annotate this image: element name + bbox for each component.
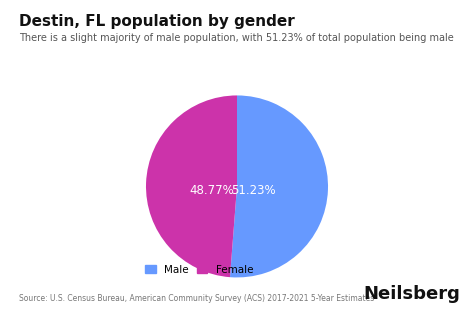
Text: Source: U.S. Census Bureau, American Community Survey (ACS) 2017-2021 5-Year Est: Source: U.S. Census Bureau, American Com… bbox=[19, 295, 374, 303]
Text: There is a slight majority of male population, with 51.23% of total population b: There is a slight majority of male popul… bbox=[19, 33, 454, 43]
Text: Destin, FL population by gender: Destin, FL population by gender bbox=[19, 14, 295, 29]
Text: Neilsberg: Neilsberg bbox=[363, 285, 460, 303]
Legend: Male, Female: Male, Female bbox=[141, 261, 257, 279]
Wedge shape bbox=[230, 95, 328, 277]
Wedge shape bbox=[146, 95, 237, 277]
Text: 48.77%: 48.77% bbox=[189, 185, 234, 198]
Text: 51.23%: 51.23% bbox=[231, 185, 276, 198]
